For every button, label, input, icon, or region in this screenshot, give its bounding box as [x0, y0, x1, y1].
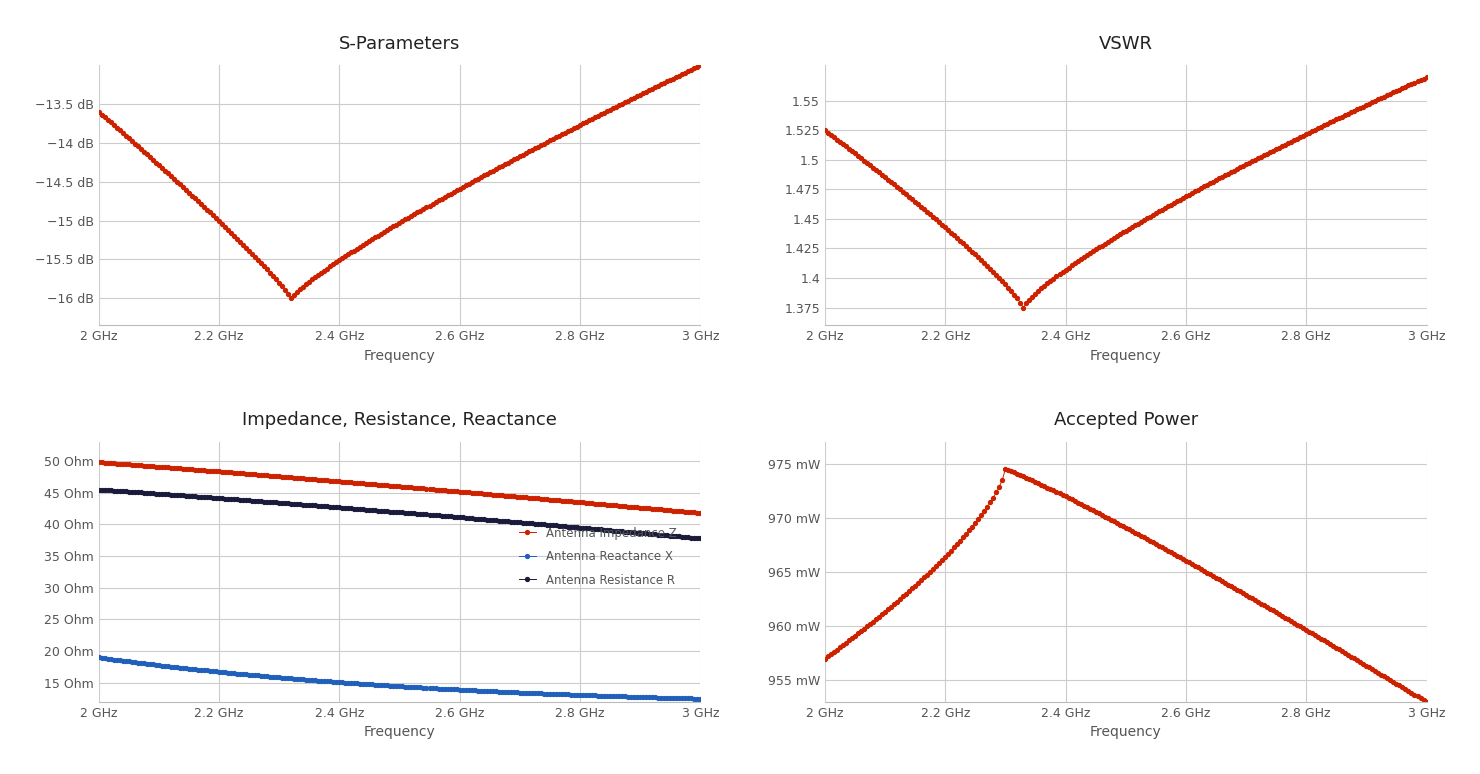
- Antenna Impedance Z: [342, 478, 360, 487]
- X-axis label: Frequency: Frequency: [364, 725, 435, 739]
- Antenna Reactance X: [144, 659, 161, 669]
- Antenna Impedance Z: [309, 475, 327, 485]
- Antenna Reactance X: [414, 683, 432, 692]
- Antenna Impedance Z: [144, 461, 161, 471]
- Antenna Impedance Z: [641, 504, 659, 513]
- Antenna Resistance R: [414, 509, 432, 519]
- Title: S-Parameters: S-Parameters: [339, 35, 460, 53]
- X-axis label: Frequency: Frequency: [1089, 349, 1162, 363]
- Antenna Reactance X: [641, 693, 659, 702]
- Antenna Reactance X: [93, 653, 111, 663]
- Legend: Antenna Impedance Z, Antenna Reactance X, Antenna Resistance R: Antenna Impedance Z, Antenna Reactance X…: [512, 521, 682, 593]
- Antenna Resistance R: [93, 485, 111, 495]
- Title: Accepted Power: Accepted Power: [1054, 411, 1197, 430]
- Antenna Reactance X: [309, 676, 327, 685]
- Antenna Impedance Z: [93, 458, 111, 467]
- Antenna Impedance Z: [90, 457, 108, 467]
- X-axis label: Frequency: Frequency: [1089, 725, 1162, 739]
- Line: Antenna Resistance R: Antenna Resistance R: [96, 488, 702, 540]
- Line: Antenna Impedance Z: Antenna Impedance Z: [96, 461, 702, 515]
- Title: VSWR: VSWR: [1098, 35, 1153, 53]
- Antenna Reactance X: [90, 652, 108, 662]
- X-axis label: Frequency: Frequency: [364, 349, 435, 363]
- Antenna Resistance R: [90, 485, 108, 494]
- Antenna Impedance Z: [414, 484, 432, 493]
- Antenna Impedance Z: [691, 509, 709, 518]
- Line: Antenna Reactance X: Antenna Reactance X: [96, 656, 702, 700]
- Title: Impedance, Resistance, Reactance: Impedance, Resistance, Reactance: [243, 411, 556, 430]
- Antenna Resistance R: [309, 501, 327, 510]
- Antenna Resistance R: [641, 529, 659, 539]
- Antenna Resistance R: [342, 504, 360, 513]
- Antenna Resistance R: [144, 488, 161, 498]
- Antenna Reactance X: [342, 678, 360, 687]
- Antenna Reactance X: [691, 694, 709, 704]
- Antenna Resistance R: [691, 534, 709, 543]
